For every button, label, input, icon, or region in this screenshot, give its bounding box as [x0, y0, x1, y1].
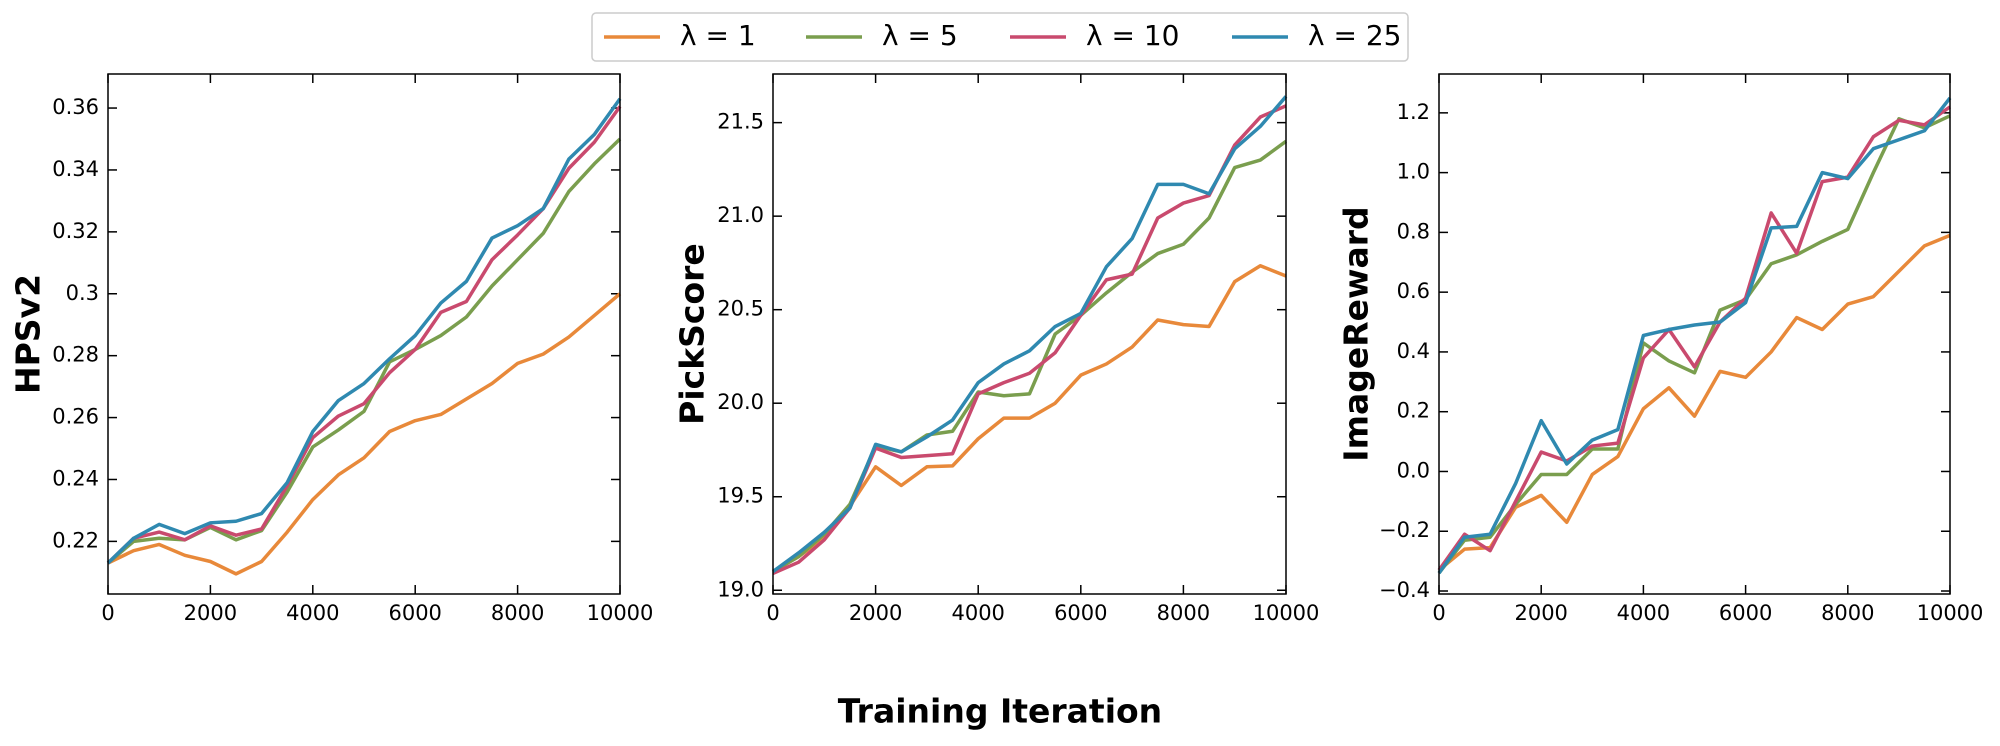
y-tick-label: 0.4	[1397, 339, 1430, 363]
x-axis-label: Training Iteration	[838, 692, 1162, 731]
legend: λ = 1 λ = 5 λ = 10 λ = 25	[591, 12, 1409, 62]
y-tick-label: −0.2	[1379, 518, 1430, 542]
x-tick-label: 10000	[1253, 601, 1320, 625]
x-tick-label: 10000	[587, 601, 654, 625]
legend-label: λ = 10	[1086, 19, 1179, 52]
plot-frame	[107, 73, 621, 595]
x-tick-label: 4000	[951, 601, 1004, 625]
x-tick-label: 0	[766, 601, 779, 625]
legend-frame	[591, 12, 1409, 62]
y-tick-label: 0.3	[66, 281, 99, 305]
x-tick-label: 8000	[491, 601, 544, 625]
x-tick-label: 8000	[1157, 601, 1210, 625]
series-line	[107, 292, 622, 576]
y-tick-label: 20.0	[717, 390, 764, 414]
subplot: −0.4 −0.2 0.0 0.2 0.4 0.6 0.8 1.0 1.2 0 2000 4000 60…	[1337, 73, 1984, 625]
x-tick-label: 6000	[1054, 601, 1107, 625]
legend-label: λ = 5	[882, 19, 958, 52]
y-tick-label: 21.0	[717, 203, 764, 227]
x-tick-label: 0	[101, 601, 114, 625]
y-axis-label: ImageReward	[1337, 206, 1376, 461]
x-tick-label: 8000	[1821, 601, 1874, 625]
series-line	[1437, 96, 1952, 575]
series-line	[1437, 105, 1952, 572]
y-tick-label: 0.22	[52, 528, 99, 552]
y-tick-label: 0.34	[52, 157, 99, 181]
y-tick-label: 0.8	[1397, 219, 1430, 243]
series-line	[772, 263, 1287, 574]
y-tick-label: −0.4	[1379, 578, 1430, 602]
series-line	[771, 95, 1288, 573]
x-tick-label: 4000	[286, 601, 339, 625]
y-tick-label: 0.28	[52, 343, 99, 367]
subplot: 0.22 0.24 0.26 0.28 0.3 0.32 0.34 0.36 0 2000 4000…	[9, 73, 654, 625]
series-line	[1437, 233, 1951, 572]
y-tick-label: 0.0	[1397, 458, 1430, 482]
x-tick-label: 10000	[1917, 601, 1984, 625]
x-tick-label: 6000	[388, 601, 441, 625]
x-tick-label: 2000	[184, 601, 237, 625]
legend-label: λ = 1	[680, 19, 756, 52]
y-tick-label: 20.5	[717, 297, 764, 321]
y-tick-label: 19.0	[717, 577, 764, 601]
x-tick-label: 0	[1432, 601, 1445, 625]
legend-label: λ = 25	[1308, 19, 1401, 52]
x-tick-label: 6000	[1719, 601, 1772, 625]
y-axis-label: HPSv2	[9, 274, 48, 394]
subplot: 19.0 19.5 20.0 20.5 21.0 21.5 0 2000 4000 6000 800…	[673, 73, 1320, 625]
y-tick-label: 21.5	[717, 110, 764, 134]
y-tick-label: 19.5	[717, 484, 764, 508]
y-tick-label: 0.26	[52, 405, 99, 429]
y-tick-label: 0.24	[52, 466, 99, 490]
y-tick-label: 0.36	[52, 95, 99, 119]
series-line	[106, 137, 622, 565]
y-tick-label: 0.2	[1397, 399, 1430, 423]
x-tick-label: 4000	[1617, 601, 1670, 625]
y-axis-label: PickScore	[673, 243, 712, 425]
plot-frame	[1438, 73, 1951, 595]
series-line	[106, 105, 622, 565]
plot-frame	[772, 73, 1287, 595]
y-tick-label: 0.6	[1397, 279, 1430, 303]
series-line	[1437, 114, 1951, 575]
series-line	[106, 97, 622, 565]
x-tick-label: 2000	[849, 601, 902, 625]
y-tick-label: 1.0	[1397, 160, 1430, 184]
y-tick-label: 0.32	[52, 219, 99, 243]
x-tick-label: 2000	[1514, 601, 1567, 625]
y-tick-label: 1.2	[1397, 100, 1430, 124]
